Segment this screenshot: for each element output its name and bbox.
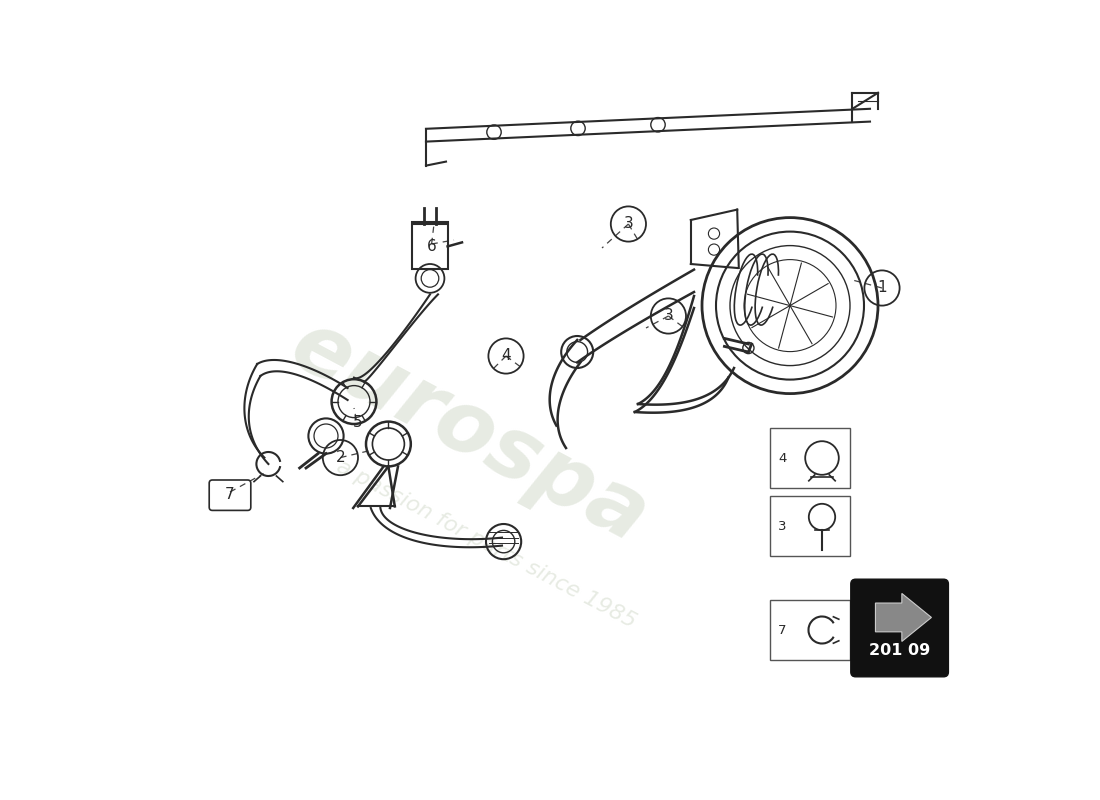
Text: 4: 4 <box>778 451 786 465</box>
Bar <box>412 224 448 269</box>
Text: eurospa: eurospa <box>277 303 662 561</box>
Text: 5: 5 <box>353 415 363 430</box>
Text: a passion for parts since 1985: a passion for parts since 1985 <box>333 456 639 632</box>
Text: 7: 7 <box>226 487 234 502</box>
Text: 3: 3 <box>624 217 634 231</box>
Text: 4: 4 <box>502 349 510 363</box>
Bar <box>770 428 850 488</box>
Text: 201 09: 201 09 <box>869 643 931 658</box>
Bar <box>770 496 850 556</box>
Polygon shape <box>876 594 932 642</box>
Bar <box>770 600 850 660</box>
Text: 3: 3 <box>778 519 786 533</box>
Text: 3: 3 <box>663 309 673 323</box>
FancyBboxPatch shape <box>850 579 948 677</box>
Text: 1: 1 <box>877 281 887 295</box>
Text: 7: 7 <box>778 623 786 637</box>
Text: 2: 2 <box>336 450 345 465</box>
Text: 6: 6 <box>427 239 437 254</box>
